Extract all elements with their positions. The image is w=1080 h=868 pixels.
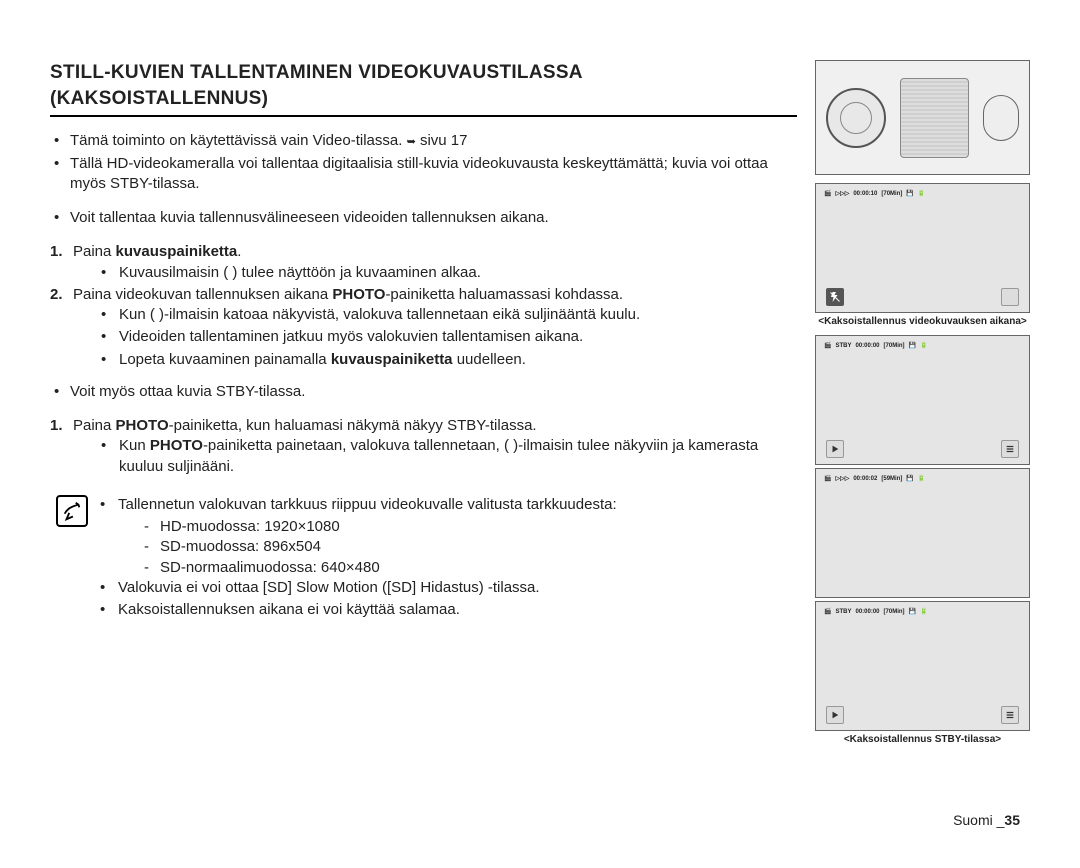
intro-item-1: Tämä toiminto on käytettävissä vain Vide… [50, 131, 797, 151]
footer-lang: Suomi _ [953, 812, 1004, 828]
step1-tail: . [237, 243, 241, 260]
step-2: 2. Paina videokuvan tallennuksen aikana … [50, 285, 797, 370]
camera-illustration [815, 60, 1030, 175]
steps-list-2: 1. Paina PHOTO-painiketta, kun haluamasi… [50, 416, 797, 477]
step1-text: Paina [73, 243, 116, 260]
page-ref-icon: ➥ [407, 135, 416, 150]
footer-page: 35 [1004, 812, 1020, 828]
step2-sub2: Videoiden tallentaminen jatkuu myös valo… [101, 327, 797, 347]
b2sub1a: Kun [119, 437, 150, 454]
rec-icon: 🎬 [824, 342, 831, 349]
block2-step1: 1. Paina PHOTO-painiketta, kun haluamasi… [50, 416, 797, 477]
camera-body-icon [900, 78, 969, 158]
screen-recording: 🎬 ▷▷▷ 00:00:10 [70Min] 💾 🔋 [815, 183, 1030, 313]
menu-icon [1001, 288, 1019, 306]
screen-stby: 🎬 STBY 00:00:00 [70Min] 💾 🔋 [815, 335, 1030, 465]
step2-sub1: Kun ( )-ilmaisin katoaa näkyvistä, valok… [101, 305, 797, 325]
menu-icon [1001, 706, 1019, 724]
card-icon: 💾 [906, 475, 913, 482]
stby2-min: [70Min] [884, 609, 905, 615]
stby-time: 00:00:00 [856, 343, 880, 349]
intro-pageref: sivu 17 [420, 132, 468, 149]
card-icon: 💾 [909, 342, 916, 349]
step2-sub3b: kuvauspainiketta [331, 351, 453, 368]
b2sub1b: PHOTO [150, 437, 203, 454]
page-footer: Suomi _35 [953, 812, 1020, 828]
rec-min: [70Min] [881, 191, 902, 197]
note-d1: HD-muodossa: 1920×1080 [144, 517, 617, 537]
stby2-time: 00:00:00 [856, 609, 880, 615]
caption-2: <Kaksoistallennus STBY-tilassa> [815, 734, 1030, 745]
stby2-label: STBY [835, 609, 851, 615]
b2s1b: PHOTO [116, 417, 169, 434]
rec-icon: 🎬 [824, 190, 831, 197]
card-icon: 💾 [906, 190, 913, 197]
stby-label: STBY [835, 343, 851, 349]
step2-pre: Paina videokuvan tallennuksen aikana [73, 286, 332, 303]
step2-sub3c: uudelleen. [453, 351, 526, 368]
camera-button-icon [983, 95, 1019, 141]
note-icon [56, 495, 88, 527]
block2-bullets: Voit myös ottaa kuvia STBY-tilassa. [50, 382, 797, 402]
battery-icon: 🔋 [918, 190, 925, 197]
step2-bold: PHOTO [332, 286, 385, 303]
step1-bold: kuvauspainiketta [116, 243, 238, 260]
intro-item-3: Voit tallentaa kuvia tallennusvälineesee… [50, 208, 797, 228]
intro-text: Tämä toiminto on käytettävissä vain Vide… [70, 132, 402, 149]
b2s1a: Paina [73, 417, 116, 434]
playback-icon [826, 706, 844, 724]
note-n3: Kaksoistallennuksen aikana ei voi käyttä… [100, 600, 617, 620]
note-d2: SD-muodossa: 896x504 [144, 537, 617, 557]
section-heading: STILL-KUVIEN TALLENTAMINEN VIDEOKUVAUSTI… [50, 60, 797, 117]
step1-sub1: Kuvausilmaisin ( ) tulee näyttöön ja kuv… [101, 263, 797, 283]
caption-1: <Kaksoistallennus videokuvauksen aikana> [815, 316, 1030, 327]
camera-lens-icon [826, 88, 886, 148]
flash-off-icon [826, 288, 844, 306]
menu-icon [1001, 440, 1019, 458]
note-d3: SD-normaalimuodossa: 640×480 [144, 558, 617, 578]
step2-post: -painiketta haluamassasi kohdassa. [385, 286, 623, 303]
rec-icon: 🎬 [824, 608, 831, 615]
stby-min: [70Min] [884, 343, 905, 349]
step2-sub3a: Lopeta kuvaaminen painamalla [119, 351, 331, 368]
rec-time: 00:00:10 [853, 191, 877, 197]
block2-b1: Voit myös ottaa kuvia STBY-tilassa. [50, 382, 797, 402]
b2sub1c: -painiketta painetaan, valokuva tallenne… [119, 437, 758, 474]
step2-sub3: Lopeta kuvaaminen painamalla kuvauspaini… [101, 350, 797, 370]
play-fwd-icon: ▷▷▷ [835, 475, 849, 482]
screen-recording-2: 🎬 ▷▷▷ 00:00:02 [59Min] 💾 🔋 [815, 468, 1030, 598]
block2-sub1: Kun PHOTO-painiketta painetaan, valokuva… [101, 436, 797, 477]
intro-item-2: Tällä HD-videokameralla voi tallentaa di… [50, 154, 797, 195]
note-block: Tallennetun valokuvan tarkkuus riippuu v… [50, 495, 797, 623]
intro-list: Tämä toiminto on käytettävissä vain Vide… [50, 131, 797, 194]
note-n2: Valokuvia ei voi ottaa [SD] Slow Motion … [100, 578, 617, 598]
intro-list-2: Voit tallentaa kuvia tallennusvälineesee… [50, 208, 797, 228]
screen-stby-2: 🎬 STBY 00:00:00 [70Min] 💾 🔋 [815, 601, 1030, 731]
card-icon: 💾 [909, 608, 916, 615]
rec2-min: [59Min] [881, 476, 902, 482]
note-n1: Tallennetun valokuvan tarkkuus riippuu v… [100, 495, 617, 515]
battery-icon: 🔋 [920, 608, 927, 615]
rec2-time: 00:00:02 [853, 476, 877, 482]
steps-list-1: 1. Paina kuvauspainiketta. Kuvausilmaisi… [50, 242, 797, 370]
rec-icon: 🎬 [824, 475, 831, 482]
play-fwd-icon: ▷▷▷ [835, 190, 849, 197]
battery-icon: 🔋 [920, 342, 927, 349]
step-1: 1. Paina kuvauspainiketta. Kuvausilmaisi… [50, 242, 797, 283]
b2s1c: -painiketta, kun haluamasi näkymä näkyy … [169, 417, 537, 434]
battery-icon: 🔋 [918, 475, 925, 482]
playback-icon [826, 440, 844, 458]
